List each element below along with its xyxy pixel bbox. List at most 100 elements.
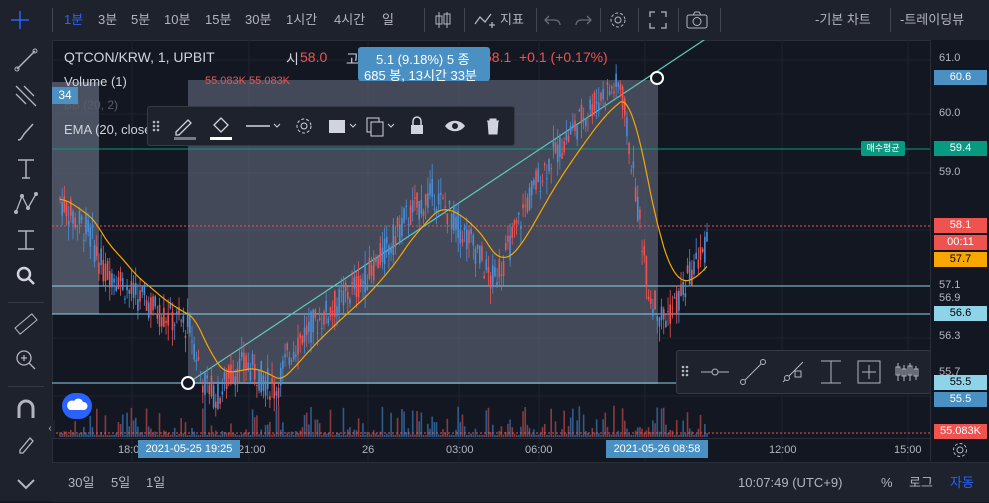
range-30d[interactable]: 30일 [68, 463, 94, 502]
volume-bar [399, 434, 401, 437]
volume-bar [544, 424, 546, 437]
interval-15m[interactable]: 15분 [205, 0, 231, 40]
volume-bar [395, 435, 397, 437]
visibility-eye-icon[interactable] [440, 107, 470, 145]
candle-body [678, 291, 680, 311]
interval-5m[interactable]: 5분 [131, 0, 150, 40]
candle-body [295, 355, 297, 357]
candle-body [444, 207, 446, 208]
range-5d[interactable]: 5일 [111, 463, 130, 502]
axis-settings-gear-icon[interactable] [950, 441, 970, 464]
range-1d[interactable]: 1일 [146, 463, 165, 502]
volume-bar [124, 435, 126, 437]
crosshair-icon[interactable] [10, 0, 40, 40]
collapse-arrow-icon[interactable]: ‹ [45, 420, 55, 438]
indicators-icon[interactable] [474, 0, 498, 40]
clone-icon[interactable] [362, 107, 396, 145]
logo-cloud-icon [62, 393, 92, 419]
trend-anchor-start[interactable] [182, 377, 194, 389]
candle-body [628, 143, 630, 154]
line-style-icon[interactable] [242, 107, 286, 145]
indicators-button[interactable]: 지표 [500, 0, 524, 40]
candle-body [330, 307, 332, 317]
symbol-legend[interactable]: QTCON/KRW, 1, UPBIT [64, 49, 215, 65]
volume-bar [364, 435, 366, 437]
ray-icon[interactable] [775, 351, 811, 389]
ruler-icon[interactable] [12, 310, 40, 338]
candle-body [700, 247, 702, 260]
candle-body [148, 303, 150, 318]
volume-bar [589, 435, 591, 437]
candle-body [667, 311, 669, 312]
pitchfork-icon[interactable] [12, 82, 40, 110]
volume-bar [706, 433, 708, 437]
lock-icon[interactable] [402, 107, 432, 145]
settings-gear-icon[interactable] [608, 0, 630, 40]
time-label: 06:00 [525, 444, 553, 456]
settings-gear-icon[interactable] [288, 107, 320, 145]
candles-icon[interactable] [889, 351, 925, 389]
volume-bar [516, 435, 518, 437]
candle-body [183, 316, 185, 323]
undo-icon[interactable] [544, 0, 564, 40]
auto-toggle[interactable]: 자동 [950, 463, 974, 502]
ema-legend[interactable]: EMA (20, close [64, 122, 151, 137]
horizontal-ray-icon[interactable] [697, 351, 733, 389]
candle-body [68, 221, 70, 225]
trend-line-icon[interactable] [12, 46, 40, 74]
magnet-icon[interactable] [12, 396, 40, 424]
volume-bar [200, 435, 202, 437]
volume-bar [537, 435, 539, 437]
drag-handle-icon[interactable] [148, 107, 164, 145]
interval-1m[interactable]: 1분 [64, 0, 83, 40]
zoom-search-icon[interactable] [12, 262, 40, 290]
pencil-color-icon[interactable] [168, 107, 200, 145]
log-toggle[interactable]: 로그 [909, 463, 933, 502]
candle-type-icon[interactable] [434, 0, 456, 40]
template-icon[interactable] [324, 107, 358, 145]
interval-1d[interactable]: 일 [382, 0, 394, 40]
volume-bar [674, 435, 676, 437]
candle-body [102, 260, 104, 281]
interval-30m[interactable]: 30분 [245, 0, 271, 40]
interval-3m[interactable]: 3분 [98, 0, 117, 40]
basic-chart-button[interactable]: -기본 차트 [815, 0, 871, 40]
candle-body [185, 336, 187, 338]
brush-icon[interactable] [12, 118, 40, 146]
candle-body [334, 291, 336, 317]
chevron-down-icon[interactable] [12, 470, 40, 498]
tradingview-button[interactable]: -트레이딩뷰 [900, 0, 964, 40]
volume-bar [250, 435, 252, 437]
candle-body [308, 322, 310, 332]
redo-icon[interactable] [574, 0, 594, 40]
volume-bar [157, 435, 159, 437]
interval-10m[interactable]: 10분 [164, 0, 190, 40]
chart-canvas[interactable] [52, 40, 930, 461]
fullscreen-icon[interactable] [648, 0, 670, 40]
date-price-range-icon[interactable] [851, 351, 887, 389]
measure-icon[interactable] [12, 226, 40, 254]
zoom-in-icon[interactable] [12, 346, 40, 374]
candle-body [239, 358, 241, 369]
clock[interactable]: 10:07:49 (UTC+9) [738, 463, 842, 502]
volume-bar [672, 431, 674, 437]
candle-body [535, 171, 537, 190]
pattern-icon[interactable] [12, 190, 40, 218]
camera-icon[interactable] [686, 0, 710, 40]
price-label: 56.9 [939, 292, 960, 304]
percent-toggle[interactable]: % [881, 463, 893, 502]
text-icon[interactable] [12, 154, 40, 182]
candle-body [447, 214, 449, 225]
line-segment-icon[interactable] [735, 351, 771, 389]
drag-handle-icon[interactable] [677, 351, 693, 389]
candle-body [540, 191, 542, 192]
volume-bar [540, 434, 542, 437]
interval-1h[interactable]: 1시간 [286, 0, 317, 40]
lock-drawing-icon[interactable] [12, 430, 40, 458]
trash-icon[interactable] [478, 107, 508, 145]
fill-color-icon[interactable] [204, 107, 236, 145]
candle-body [449, 201, 451, 204]
trend-anchor-end[interactable] [651, 72, 663, 84]
interval-4h[interactable]: 4시간 [334, 0, 365, 40]
price-range-icon[interactable] [813, 351, 849, 389]
